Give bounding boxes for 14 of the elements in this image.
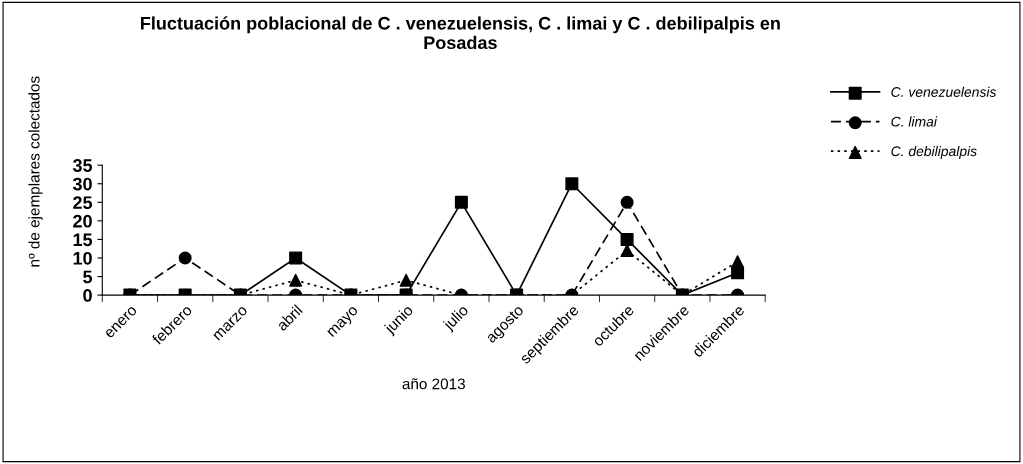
x-axis-title: año 2013 <box>402 378 465 390</box>
legend-label: C. debilipalpis <box>891 145 977 159</box>
legend-label: C. limai <box>891 116 938 127</box>
y-tick-label: 20 <box>73 214 92 228</box>
y-tick-label: 25 <box>73 196 93 210</box>
y-tick-label: 0 <box>83 289 92 302</box>
legend-label: C. venezuelensis <box>891 86 997 97</box>
y-tick-label: 35 <box>72 159 93 172</box>
y-tick-label: 5 <box>83 270 93 284</box>
chart-title: Fluctuación poblacional de C . venezuelensis, C . limai y C . debilipalpis en Posadas <box>141 16 780 50</box>
y-tick-label: 15 <box>73 233 93 247</box>
y-axis-title: nº de ejemplares colectados <box>28 76 43 267</box>
y-tick-label: 30 <box>72 177 92 191</box>
y-tick-label: 10 <box>73 251 92 265</box>
